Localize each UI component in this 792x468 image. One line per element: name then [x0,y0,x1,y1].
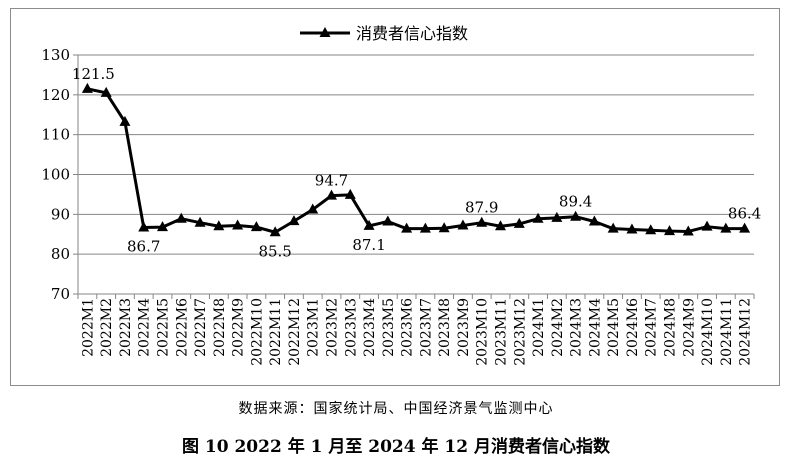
data-point-marker [701,220,713,231]
data-point-marker [250,221,262,232]
data-label: 87.9 [465,199,498,217]
x-tick-label: 2023M7 [418,298,434,357]
data-point-marker [457,219,469,230]
x-tick-label: 2022M2 [99,298,115,357]
x-tick-label: 2022M9 [231,298,247,357]
data-label: 85.5 [258,242,291,260]
legend-label: 消费者信心指数 [356,24,468,43]
x-tick-label: 2023M12 [512,298,528,366]
data-point-marker [438,222,450,233]
x-tick-label: 2024M5 [606,298,622,357]
x-tick-label: 2023M1 [306,298,322,357]
data-label: 94.7 [315,172,348,190]
data-point-marker [157,221,168,232]
data-point-marker [682,225,694,236]
x-tick-label: 2024M6 [625,298,641,357]
x-tick-label: 2024M9 [681,298,697,357]
y-tick-label: 110 [41,126,70,144]
x-tick-label: 2024M11 [719,298,735,366]
data-point-marker [213,220,225,231]
data-point-marker [645,224,657,235]
data-point-marker [495,220,506,231]
data-point-marker [326,189,337,200]
data-point-marker [175,212,187,223]
data-point-marker [307,203,319,214]
x-tick-label: 2024M7 [644,298,660,357]
data-point-marker [288,215,300,226]
data-point-marker [138,221,150,232]
data-point-marker [551,211,563,222]
x-tick-label: 2022M3 [118,298,134,357]
data-point-marker [664,225,675,236]
data-point-marker [382,215,394,226]
data-point-marker [81,82,93,93]
data-point-marker [720,222,732,233]
y-tick-label: 80 [51,245,70,263]
x-tick-label: 2024M8 [663,298,679,357]
data-point-marker [532,212,544,223]
x-tick-label: 2024M4 [587,298,603,357]
data-label: 87.1 [352,236,385,254]
data-point-marker [588,215,600,226]
x-tick-label: 2023M11 [494,298,510,366]
data-label: 86.4 [728,205,761,223]
data-point-marker [194,216,206,227]
x-tick-label: 2023M10 [475,298,491,366]
x-tick-label: 2023M8 [437,298,453,357]
figure-caption: 图 10 2022 年 1 月至 2024 年 12 月消费者信心指数 [181,437,611,457]
series-line [87,87,745,234]
data-label: 121.5 [72,65,115,83]
x-tick-label: 2022M10 [249,298,265,366]
x-tick-label: 2022M7 [193,298,209,357]
data-point-marker [119,115,131,126]
data-point-marker [476,216,488,227]
x-tick-label: 2023M4 [362,298,378,357]
data-point-marker [739,222,751,233]
x-tick-label: 2022M8 [212,298,228,357]
data-point-marker [607,222,619,233]
y-tick-label: 100 [41,166,70,184]
x-tick-label: 2022M11 [268,298,284,366]
data-label: 86.7 [127,237,160,255]
y-tick-label: 120 [41,86,70,104]
x-tick-label: 2023M5 [381,298,397,357]
x-tick-label: 2022M1 [80,298,96,357]
x-tick-label: 2022M4 [137,298,153,357]
legend-marker [319,27,331,37]
x-tick-label: 2023M9 [456,298,472,357]
x-tick-label: 2022M5 [156,298,172,357]
x-tick-label: 2023M2 [325,298,341,357]
data-point-marker [401,222,413,233]
x-tick-label: 2022M12 [287,298,303,366]
chart-frame [10,8,780,386]
data-label: 89.4 [559,193,592,211]
data-point-marker [269,226,281,237]
source-note: 数据来源：国家统计局、中国经济景气监测中心 [238,401,554,417]
x-tick-label: 2024M2 [550,298,566,357]
x-tick-label: 2023M3 [343,298,359,357]
data-point-marker [626,223,638,234]
x-tick-label: 2024M12 [738,298,754,366]
data-point-marker [344,188,356,199]
data-point-marker [232,219,244,230]
data-point-marker [363,219,375,230]
y-tick-label: 130 [41,46,70,64]
y-tick-label: 70 [51,285,70,303]
x-tick-label: 2023M6 [400,298,416,357]
x-tick-label: 2024M10 [700,298,716,366]
y-tick-label: 90 [51,205,70,223]
data-point-marker [513,217,525,228]
data-point-marker [100,86,112,97]
data-point-marker [419,222,431,233]
data-point-marker [570,210,582,221]
x-tick-label: 2024M3 [569,298,585,357]
x-tick-label: 2022M6 [174,298,190,357]
x-tick-label: 2024M1 [531,298,547,357]
